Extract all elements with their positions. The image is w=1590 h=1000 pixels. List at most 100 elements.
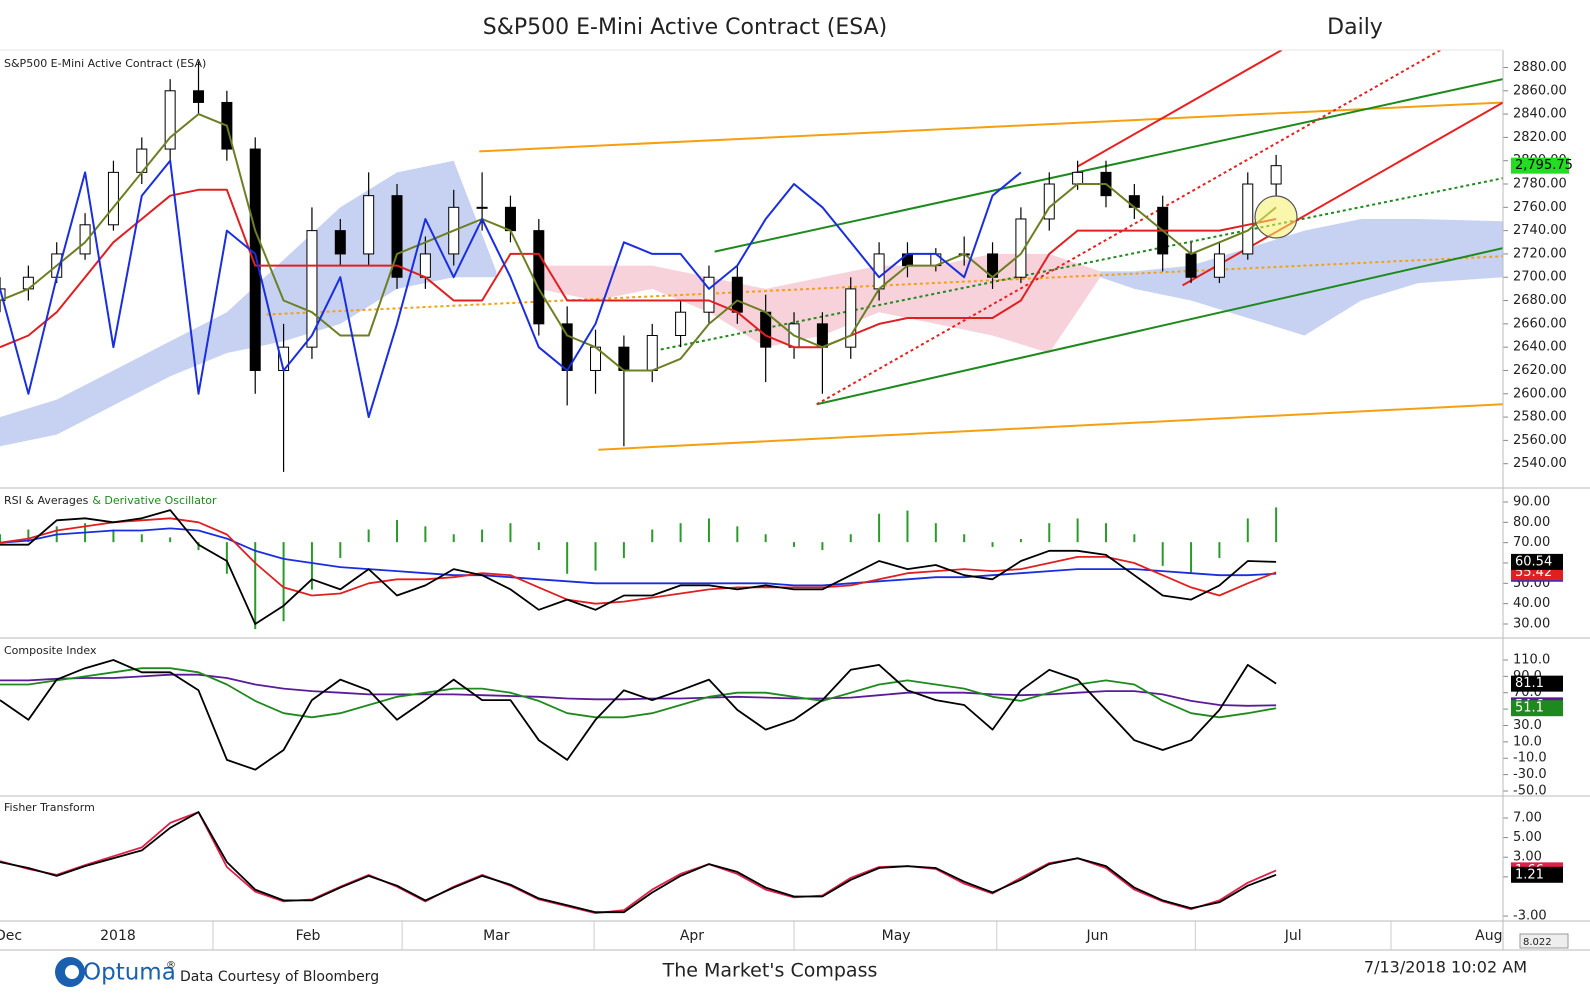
series-line — [0, 188, 1277, 349]
panel-title: S&P500 E-Mini Active Contract (ESA) — [4, 57, 206, 70]
timestamp: 7/13/2018 10:02 AM — [1364, 958, 1527, 977]
y-tick-label: 40.00 — [1513, 596, 1550, 611]
panel — [0, 811, 1277, 914]
candle-body — [1213, 253, 1225, 278]
y-tick-label: 2660.00 — [1513, 316, 1567, 331]
y-tick-label: 2760.00 — [1513, 200, 1567, 215]
scale-box — [1519, 933, 1569, 949]
x-tick-label: May — [882, 928, 911, 944]
y-tick-label: 80.00 — [1513, 515, 1550, 530]
panel — [0, 659, 1277, 771]
candle-body — [164, 90, 176, 150]
chart-title: S&P500 E-Mini Active Contract (ESA) — [483, 15, 888, 40]
candle-body — [193, 90, 205, 103]
panel-title: RSI & Averages — [4, 494, 89, 507]
last-value-label: 81.1 — [1515, 676, 1544, 691]
y-tick-label: 2780.00 — [1513, 177, 1567, 192]
cloud — [538, 253, 1101, 353]
x-tick-label: Jul — [1284, 928, 1302, 944]
candle-body — [249, 148, 261, 371]
series-line — [0, 667, 1277, 719]
candle-body — [107, 171, 119, 226]
trendline — [816, 247, 1503, 406]
last-value-box — [1511, 157, 1569, 174]
x-tick-label: Jun — [1086, 928, 1109, 944]
panel-title: Composite Index — [4, 644, 97, 657]
panel-title: Fisher Transform — [4, 801, 95, 814]
candle-body — [306, 230, 318, 348]
last-value-label: 60.54 — [1515, 554, 1552, 569]
y-tick-label: 110.0 — [1513, 652, 1550, 667]
candle-body — [419, 253, 431, 278]
y-tick-label: 5.00 — [1513, 830, 1542, 845]
last-value-box — [1511, 553, 1563, 570]
x-tick-label: Mar — [483, 928, 510, 944]
series-line — [0, 659, 1277, 771]
candle-body — [1043, 183, 1055, 220]
footer-center: The Market's Compass — [662, 960, 878, 982]
candle-body — [760, 311, 772, 348]
y-tick-label: 2560.00 — [1513, 433, 1567, 448]
y-tick-label: 2860.00 — [1513, 83, 1567, 98]
y-tick-label: -30.0 — [1513, 767, 1547, 782]
candle-body — [675, 311, 687, 337]
y-tick-label: 90.00 — [1513, 494, 1550, 509]
trendline — [479, 101, 1503, 153]
series-line — [0, 811, 1277, 914]
candle-body — [504, 206, 516, 232]
y-tick-label: 2640.00 — [1513, 340, 1567, 355]
trendline — [660, 177, 1503, 351]
candle-body — [363, 195, 375, 255]
x-tick-label: Dec — [0, 928, 22, 944]
plots: Dec 2018 Feb Mar Apr May Jun Jul Aug 2540.00 2560.… — [0, 50, 1573, 950]
last-value-box — [1511, 866, 1563, 883]
candle-body — [1015, 218, 1027, 278]
y-tick-label: 30.0 — [1513, 718, 1542, 733]
logo-mark: ® — [166, 960, 176, 971]
candle-body — [1270, 165, 1282, 185]
trendline — [598, 403, 1503, 451]
x-tick-label: 2018 — [100, 928, 136, 944]
candle-body — [703, 276, 715, 313]
series-line — [0, 159, 1022, 419]
last-value-box — [1511, 700, 1563, 717]
last-value-label: 1.21 — [1515, 867, 1544, 882]
candle-body — [476, 206, 488, 209]
y-tick-label: 2580.00 — [1513, 410, 1567, 425]
y-tick-label: 3.00 — [1513, 850, 1542, 865]
y-tick-label: -10.0 — [1513, 751, 1547, 766]
y-tick-label: 2820.00 — [1513, 130, 1567, 145]
y-tick-label: 2620.00 — [1513, 363, 1567, 378]
candle-body — [1242, 183, 1254, 255]
y-tick-label: 2880.00 — [1513, 60, 1567, 75]
y-tick-label: 2700.00 — [1513, 270, 1567, 285]
trendline — [714, 78, 1503, 253]
candle-body — [1072, 171, 1084, 185]
panel — [0, 507, 1278, 630]
panel — [0, 50, 1503, 472]
x-tick-label: Feb — [296, 928, 321, 944]
candle-body — [646, 335, 658, 371]
scale-readout: 8.022 — [1523, 937, 1552, 948]
candle-body — [79, 224, 91, 255]
candle-body — [731, 276, 743, 313]
trendline — [1182, 101, 1503, 287]
y-tick-label: 10.0 — [1513, 734, 1542, 749]
series-line — [0, 527, 1277, 587]
x-tick-label: Apr — [680, 928, 704, 944]
chart-subtitle: Daily — [1327, 15, 1383, 40]
candle-body — [816, 323, 828, 348]
highlight-circle — [1254, 195, 1298, 239]
cloud — [1100, 219, 1503, 336]
y-tick-label: 2600.00 — [1513, 386, 1567, 401]
candle-body — [1185, 253, 1197, 278]
x-tick-label: Aug — [1475, 928, 1502, 944]
series-line — [0, 509, 1277, 625]
trendline — [1077, 50, 1283, 168]
series-line — [0, 811, 1277, 914]
candle-body — [533, 230, 545, 325]
last-value-box — [1511, 675, 1563, 692]
y-tick-label: 2680.00 — [1513, 293, 1567, 308]
candle-body — [334, 230, 346, 255]
